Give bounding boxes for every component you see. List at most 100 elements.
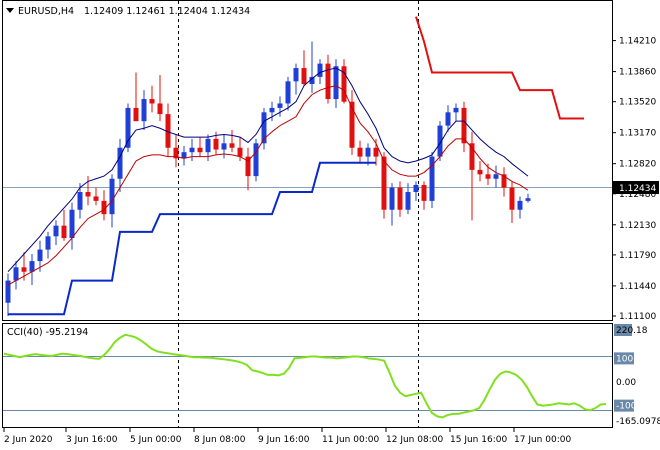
bear-candle bbox=[509, 187, 515, 210]
bear-candle bbox=[229, 143, 235, 148]
price-tick-label: 1.11100 bbox=[619, 312, 656, 322]
bear-candle bbox=[245, 156, 251, 177]
cci-tick-label: -100 bbox=[616, 402, 637, 412]
bull-candle bbox=[53, 225, 59, 237]
bull-candle bbox=[445, 112, 451, 126]
price-tick-label: 1.12820 bbox=[619, 160, 656, 170]
time-tick-label: 5 Jun 00:00 bbox=[130, 435, 182, 445]
tenkan-line bbox=[415, 16, 584, 120]
price-tick-label: 1.13860 bbox=[619, 68, 656, 78]
ma-fast-line bbox=[7, 67, 529, 273]
bull-candle bbox=[181, 152, 187, 159]
bull-candle bbox=[221, 143, 227, 150]
bull-candle bbox=[293, 68, 299, 82]
bear-candle bbox=[461, 107, 467, 144]
bull-candle bbox=[117, 147, 123, 179]
price-tick-label: 1.11440 bbox=[619, 282, 656, 292]
bull-candle bbox=[333, 66, 339, 100]
bull-candle bbox=[37, 249, 43, 262]
bull-candle bbox=[253, 143, 259, 177]
bull-candle bbox=[109, 178, 115, 215]
price-tick-label: 1.11790 bbox=[619, 251, 656, 261]
bull-candle bbox=[517, 200, 523, 210]
bull-candle bbox=[29, 261, 35, 272]
bull-candle bbox=[317, 63, 323, 77]
cci-level-badge bbox=[614, 324, 632, 336]
bear-candle bbox=[485, 174, 491, 179]
current-price-badge bbox=[613, 181, 659, 194]
cci-axis: 220.18 100 0.00 -100 -165.0978 bbox=[614, 324, 660, 427]
time-tick-label: 17 Jun 00:00 bbox=[514, 435, 571, 445]
bear-candle bbox=[341, 66, 347, 102]
bull-candle bbox=[493, 174, 499, 179]
bull-candle bbox=[365, 147, 371, 157]
price-tick-label: 1.12480 bbox=[619, 190, 656, 200]
bull-candle bbox=[77, 192, 83, 210]
bull-candle bbox=[5, 280, 11, 303]
time-tick-label: 8 Jun 08:00 bbox=[194, 435, 246, 445]
bear-candle bbox=[93, 196, 99, 201]
cci-level-badge bbox=[614, 399, 634, 412]
bull-candle bbox=[405, 192, 411, 210]
bear-candle bbox=[381, 156, 387, 210]
bull-candle bbox=[413, 184, 419, 193]
current-price-label: 1.12434 bbox=[619, 184, 656, 194]
bull-candle bbox=[125, 107, 131, 148]
cci-tick-label: 0.00 bbox=[616, 378, 636, 388]
price-tick-label: 1.14210 bbox=[619, 37, 656, 47]
bear-candle bbox=[501, 174, 507, 188]
time-tick-label: 15 Jun 16:00 bbox=[450, 435, 507, 445]
bear-candle bbox=[197, 147, 203, 153]
bear-candle bbox=[301, 68, 307, 84]
bull-candle bbox=[189, 147, 195, 153]
collapse-triangle-icon[interactable] bbox=[6, 8, 14, 13]
bear-candle bbox=[213, 138, 219, 150]
cci-level-badge bbox=[614, 352, 634, 365]
bull-candle bbox=[69, 209, 75, 239]
price-axis: 1.14210 1.13860 1.13520 1.13170 1.12820 1.124… bbox=[612, 37, 656, 322]
bull-candle bbox=[277, 103, 283, 108]
bear-candle bbox=[373, 147, 379, 157]
bear-candle bbox=[21, 267, 27, 272]
bear-candle bbox=[149, 99, 155, 104]
bear-candle bbox=[397, 187, 403, 210]
price-tick-label: 1.13520 bbox=[619, 98, 656, 108]
time-tick-label: 12 Jun 08:00 bbox=[386, 435, 443, 445]
bear-candle bbox=[325, 63, 331, 100]
cci-tick-label: 100 bbox=[616, 354, 633, 364]
bear-candle bbox=[133, 107, 139, 122]
bear-candle bbox=[237, 147, 243, 157]
bear-candle bbox=[165, 114, 171, 148]
bear-candle bbox=[421, 184, 427, 201]
bull-candle bbox=[309, 76, 315, 84]
bear-candle bbox=[157, 103, 163, 115]
bear-candle bbox=[173, 147, 179, 159]
time-axis: 2 Jun 2020 3 Jun 16:00 5 Jun 00:00 8 Jun 08… bbox=[3, 428, 571, 445]
time-tick-label: 2 Jun 2020 bbox=[4, 435, 53, 445]
main-plot-frame bbox=[2, 0, 613, 321]
bull-candle bbox=[269, 107, 275, 113]
bear-candle bbox=[61, 225, 67, 239]
cci-plot-frame bbox=[2, 323, 613, 428]
time-tick-label: 9 Jun 16:00 bbox=[258, 435, 310, 445]
bull-candle bbox=[285, 81, 291, 104]
bull-candle bbox=[429, 156, 435, 201]
bear-candle bbox=[85, 192, 91, 197]
bull-candle bbox=[45, 236, 51, 250]
bear-candle bbox=[469, 143, 475, 170]
ohlc-readout: 1.12409 1.12461 1.12404 1.12434 bbox=[84, 6, 250, 17]
bear-candle bbox=[357, 147, 363, 157]
bull-candle bbox=[525, 198, 531, 201]
time-tick-label: 3 Jun 16:00 bbox=[66, 435, 118, 445]
ma-slow-line bbox=[7, 85, 529, 286]
bull-candle bbox=[389, 187, 395, 210]
bull-candle bbox=[453, 107, 459, 113]
cci-line bbox=[3, 333, 607, 419]
bear-candle bbox=[349, 101, 355, 148]
bull-candle bbox=[141, 99, 147, 122]
bear-candle bbox=[101, 200, 107, 215]
candles-layer bbox=[5, 41, 531, 316]
bull-candle bbox=[205, 138, 211, 153]
bull-candle bbox=[437, 125, 443, 157]
